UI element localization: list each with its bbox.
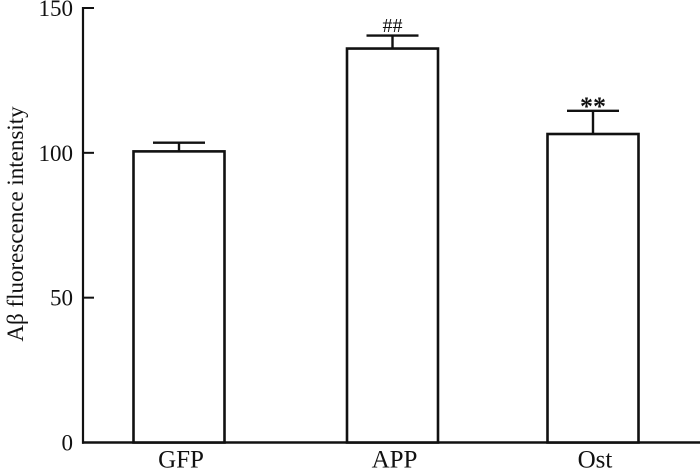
x-category-label-app: APP xyxy=(372,447,418,472)
x-category-label-ost: Ost xyxy=(578,447,613,472)
bar-ost xyxy=(546,132,640,444)
y-tick-label-100: 100 xyxy=(39,141,74,166)
y-tick-label-50: 50 xyxy=(50,286,73,311)
y-axis-title-group: Aβ fluorescence intensity xyxy=(3,106,28,342)
bar-gfp xyxy=(132,150,226,444)
y-axis-title: Aβ fluorescence intensity xyxy=(3,106,28,342)
significance-annotation-app: ## xyxy=(383,15,403,37)
y-tick-label-0: 0 xyxy=(62,431,74,456)
significance-annotation-ost: ** xyxy=(580,92,606,121)
plot-area: 0 50 100 150 GFP ## APP ** Ost xyxy=(39,0,700,472)
y-tick-label-150: 150 xyxy=(39,0,74,21)
bar-app xyxy=(345,47,440,444)
x-category-label-gfp: GFP xyxy=(158,447,204,472)
